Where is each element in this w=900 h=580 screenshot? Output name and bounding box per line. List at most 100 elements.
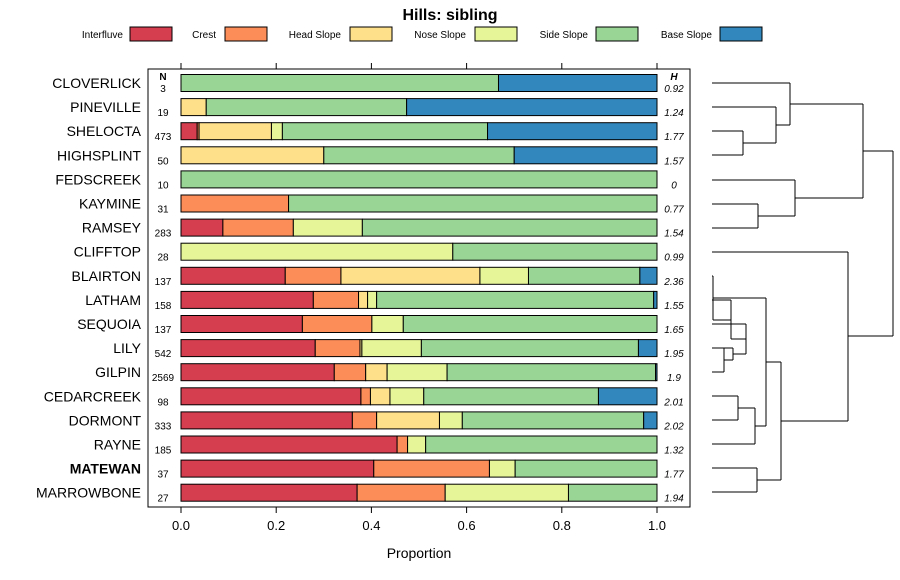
- legend-swatch-5: [719, 26, 763, 42]
- h-label-0: 0.92: [664, 84, 684, 95]
- legend: Interfluve Crest Head Slope Nose Slope Side …: [82, 26, 763, 42]
- bar-segment-11-5: [637, 339, 658, 358]
- row-label-5: KAYMINE: [79, 196, 141, 212]
- h-label-17: 1.94: [664, 494, 684, 505]
- bar-segment-15-0: [180, 435, 398, 454]
- dendrogram-branch-5: [712, 275, 746, 373]
- n-column-header: N: [159, 72, 166, 83]
- n-label-8: 137: [155, 277, 172, 288]
- x-axis: 0.0 0.2 0.4 0.6 0.8 1.0: [172, 63, 666, 533]
- bar-segment-12-5: [655, 363, 658, 382]
- n-label-7: 28: [157, 253, 169, 264]
- bar-segment-5-1: [180, 194, 290, 213]
- bar-segment-3-5: [513, 146, 658, 165]
- bar-segment-10-4: [402, 315, 658, 333]
- dendrogram-branch-11: [847, 151, 894, 421]
- h-label-7: 0.99: [664, 253, 684, 264]
- bar-segment-2-0: [180, 122, 198, 141]
- bar-segment-13-2: [369, 387, 391, 406]
- row-label-15: RAYNE: [94, 437, 141, 453]
- bar-segment-6-1: [222, 218, 294, 237]
- n-label-14: 333: [155, 421, 172, 432]
- bar-segment-14-0: [180, 411, 353, 430]
- bar-segment-6-3: [292, 218, 363, 237]
- row-label-2: SHELOCTA: [67, 123, 142, 139]
- h-label-5: 0.77: [664, 205, 684, 216]
- n-label-9: 158: [155, 301, 172, 312]
- h-label-6: 1.54: [664, 229, 684, 240]
- bar-segment-15-4: [425, 435, 658, 454]
- bar-segment-8-2: [340, 266, 481, 285]
- dendrogram-branch-9: [765, 298, 781, 426]
- n-label-0: 3: [160, 84, 166, 95]
- bar-segment-11-0: [180, 339, 316, 358]
- bar-segment-7-3: [180, 242, 454, 261]
- bar-segment-15-1: [396, 435, 409, 454]
- row-label-0: CLOVERLICK: [52, 75, 141, 91]
- bar-segment-14-4: [461, 411, 645, 430]
- bar-segment-4-4: [180, 170, 658, 189]
- bar-segment-17-0: [180, 483, 358, 502]
- h-label-1: 1.24: [664, 108, 684, 119]
- legend-swatch-1: [224, 26, 268, 42]
- n-label-6: 283: [155, 229, 172, 240]
- bar-segment-12-1: [333, 363, 367, 382]
- bar-segment-10-3: [371, 315, 404, 333]
- bar-segment-12-4: [446, 363, 657, 382]
- bar-segment-9-5: [653, 290, 658, 309]
- bar-segment-9-0: [180, 290, 314, 309]
- bar-segment-10-1: [301, 315, 373, 333]
- n-label-10: 137: [155, 325, 172, 336]
- n-label-11: 542: [155, 349, 172, 360]
- legend-swatch-4: [595, 26, 639, 42]
- h-label-3: 1.57: [664, 156, 684, 167]
- row-label-11: LILY: [113, 340, 141, 356]
- bar-segment-16-4: [514, 459, 658, 478]
- bar-segment-8-0: [180, 266, 286, 285]
- bar-segment-14-1: [351, 411, 378, 430]
- h-label-11: 1.95: [664, 349, 684, 360]
- legend-label-1: Crest: [192, 30, 216, 41]
- plot-frame: [147, 68, 691, 508]
- bar-segment-11-1: [314, 339, 361, 358]
- bar-segment-0-5: [497, 74, 658, 92]
- bar-segment-9-4: [376, 290, 655, 309]
- bar-segment-12-0: [180, 363, 335, 382]
- bar-segment-16-0: [180, 459, 375, 478]
- bar-segment-5-4: [288, 194, 658, 213]
- x-axis-title: Proportion: [387, 545, 452, 561]
- x-tick-label-2: 0.4: [362, 518, 380, 533]
- bar-segment-3-2: [180, 146, 325, 165]
- row-label-17: MARROWBONE: [36, 485, 141, 501]
- h-label-4: 0: [671, 180, 677, 191]
- bar-segment-2-3: [270, 122, 283, 141]
- bar-segment-9-1: [312, 290, 360, 309]
- dendrogram-branch-3: [862, 104, 893, 198]
- bar-segment-8-4: [527, 266, 641, 285]
- bar-segment-7-4: [452, 242, 658, 261]
- bar-segment-9-2: [358, 290, 369, 309]
- dendrogram-branch-0: [712, 82, 790, 156]
- bar-segment-17-4: [567, 483, 658, 502]
- chart-title: Hills: sibling: [402, 7, 497, 24]
- n-label-1: 19: [157, 108, 169, 119]
- bar-segment-17-1: [356, 483, 446, 502]
- dendrogram-branch-6: [723, 324, 747, 372]
- h-label-12: 1.9: [667, 373, 681, 384]
- h-label-10: 1.65: [664, 325, 684, 336]
- bar-segment-8-5: [639, 266, 658, 285]
- legend-label-3: Nose Slope: [414, 30, 466, 41]
- bar-segment-15-3: [407, 435, 427, 454]
- bar-segment-8-1: [284, 266, 342, 285]
- dendrogram-branch-2: [712, 179, 863, 229]
- n-label-3: 50: [157, 156, 169, 167]
- bar-segment-1-2: [180, 98, 207, 117]
- bar-segment-13-1: [360, 387, 371, 406]
- row-label-13: CEDARCREEK: [44, 388, 142, 404]
- bar-segment-13-0: [180, 387, 362, 406]
- legend-label-2: Head Slope: [289, 30, 342, 41]
- legend-swatch-3: [474, 26, 518, 42]
- bar-segment-1-5: [406, 98, 658, 117]
- row-label-7: CLIFFTOP: [74, 244, 141, 260]
